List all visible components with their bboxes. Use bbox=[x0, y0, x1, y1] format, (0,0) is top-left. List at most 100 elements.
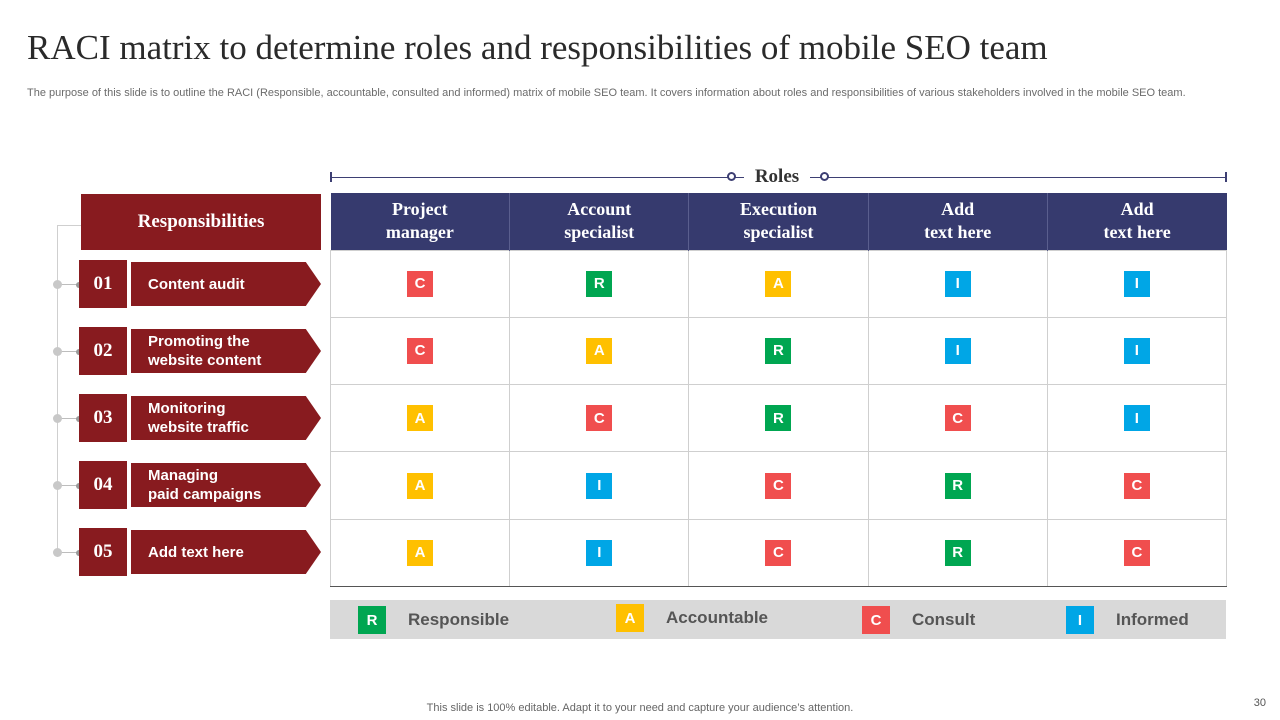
raci-badge: I bbox=[586, 539, 613, 566]
table-cell: R bbox=[688, 316, 869, 386]
roles-right-dot bbox=[820, 172, 829, 181]
table-cell: I bbox=[509, 451, 690, 520]
responsibility-label: Content audit bbox=[131, 262, 321, 306]
raci-badge: I bbox=[1123, 405, 1150, 432]
column-header: Account specialist bbox=[509, 193, 689, 250]
roles-line-right-tick bbox=[1225, 172, 1227, 182]
raci-badge: I bbox=[1123, 270, 1150, 297]
raci-badge: A bbox=[765, 270, 792, 297]
legend-badge: R bbox=[358, 606, 386, 634]
legend-label: Informed bbox=[1116, 610, 1189, 629]
legend-item: R Responsible bbox=[358, 606, 509, 634]
roles-line-left-tick bbox=[330, 172, 332, 182]
table-cell: I bbox=[867, 316, 1048, 386]
raci-badge: R bbox=[944, 539, 971, 566]
table-cell: C bbox=[688, 451, 869, 520]
legend-item: I Informed bbox=[1066, 606, 1189, 634]
legend: R Responsible A Accountable C Consult I Informe… bbox=[330, 600, 1226, 639]
raci-badge: C bbox=[586, 405, 613, 432]
responsibilities-header: Responsibilities bbox=[81, 194, 321, 250]
row-connector bbox=[57, 284, 81, 285]
column-header: Project manager bbox=[330, 193, 510, 250]
legend-badge: C bbox=[862, 606, 890, 634]
legend-item: C Consult bbox=[862, 606, 975, 634]
row-number: 05 bbox=[79, 528, 127, 576]
raci-badge: A bbox=[407, 472, 434, 499]
row-connector bbox=[57, 418, 81, 419]
raci-badge: C bbox=[407, 270, 434, 297]
raci-table: Project manager Account specialist Executi… bbox=[329, 193, 1228, 587]
column-header: Add text here bbox=[1046, 193, 1227, 250]
table-cell: A bbox=[509, 316, 690, 386]
legend-badge: A bbox=[616, 604, 644, 632]
table-cell: C bbox=[1046, 518, 1228, 587]
table-cell: R bbox=[509, 249, 690, 318]
column-header: Add text here bbox=[867, 193, 1048, 250]
row-number: 04 bbox=[79, 461, 127, 509]
row-number: 02 bbox=[79, 327, 127, 375]
slide-title: RACI matrix to determine roles and respo… bbox=[27, 28, 1048, 67]
raci-badge: C bbox=[1123, 539, 1150, 566]
raci-badge: C bbox=[1123, 472, 1150, 499]
table-header-row: Project manager Account specialist Executi… bbox=[330, 193, 1227, 250]
table-cell: I bbox=[1046, 249, 1228, 318]
table-cell: I bbox=[1046, 384, 1228, 453]
raci-badge: A bbox=[407, 405, 434, 432]
footer-note: This slide is 100% editable. Adapt it to… bbox=[426, 702, 854, 714]
table-cell: I bbox=[1046, 316, 1228, 386]
legend-label: Accountable bbox=[666, 608, 769, 627]
row-connector bbox=[57, 351, 81, 352]
legend-label: Consult bbox=[912, 610, 976, 629]
responsibility-label: Add text here bbox=[131, 530, 321, 574]
raci-badge: I bbox=[944, 270, 971, 297]
responsibility-label: Promoting the website content bbox=[131, 329, 321, 373]
slide-subtitle: The purpose of this slide is to outline … bbox=[27, 87, 1186, 99]
raci-badge: C bbox=[407, 337, 434, 364]
table-cell: A bbox=[329, 451, 511, 520]
legend-item: A Accountable bbox=[616, 604, 768, 632]
roles-label: Roles bbox=[744, 166, 810, 188]
column-header: Execution specialist bbox=[688, 193, 869, 250]
raci-badge: C bbox=[765, 472, 792, 499]
table-cell: I bbox=[509, 518, 690, 587]
roles-left-dot bbox=[727, 172, 736, 181]
table-cell: A bbox=[329, 518, 511, 587]
responsibility-label: Monitoring website traffic bbox=[131, 396, 321, 440]
table-cell: C bbox=[867, 384, 1048, 453]
table-cell: C bbox=[329, 316, 511, 386]
responsibility-label: Managing paid campaigns bbox=[131, 463, 321, 507]
legend-badge: I bbox=[1066, 606, 1094, 634]
raci-badge: R bbox=[944, 472, 971, 499]
table-cell: R bbox=[867, 451, 1048, 520]
raci-badge: R bbox=[586, 270, 613, 297]
raci-badge: I bbox=[944, 337, 971, 364]
row-bullet-dot bbox=[53, 280, 62, 289]
row-bullet-dot bbox=[53, 481, 62, 490]
raci-badge: I bbox=[1123, 337, 1150, 364]
row-number: 01 bbox=[79, 260, 127, 308]
table-cell: A bbox=[688, 249, 869, 318]
raci-badge: A bbox=[407, 539, 434, 566]
row-bullet-dot bbox=[53, 347, 62, 356]
table-body: C R A I I C A R I I A C R C I A I C R C A I C R C bbox=[329, 249, 1228, 587]
table-cell: C bbox=[1046, 451, 1228, 520]
row-number: 03 bbox=[79, 394, 127, 442]
legend-label: Responsible bbox=[408, 610, 510, 629]
row-bullet-dot bbox=[53, 548, 62, 557]
table-cell: C bbox=[688, 518, 869, 587]
tree-connector-vertical bbox=[57, 225, 58, 553]
table-cell: I bbox=[867, 249, 1048, 318]
table-cell: R bbox=[688, 384, 869, 453]
raci-badge: R bbox=[765, 405, 792, 432]
raci-badge: A bbox=[586, 337, 613, 364]
row-connector bbox=[57, 485, 81, 486]
row-bullet-dot bbox=[53, 414, 62, 423]
table-cell: C bbox=[329, 249, 511, 318]
tree-connector-top bbox=[57, 225, 81, 226]
raci-badge: I bbox=[586, 472, 613, 499]
